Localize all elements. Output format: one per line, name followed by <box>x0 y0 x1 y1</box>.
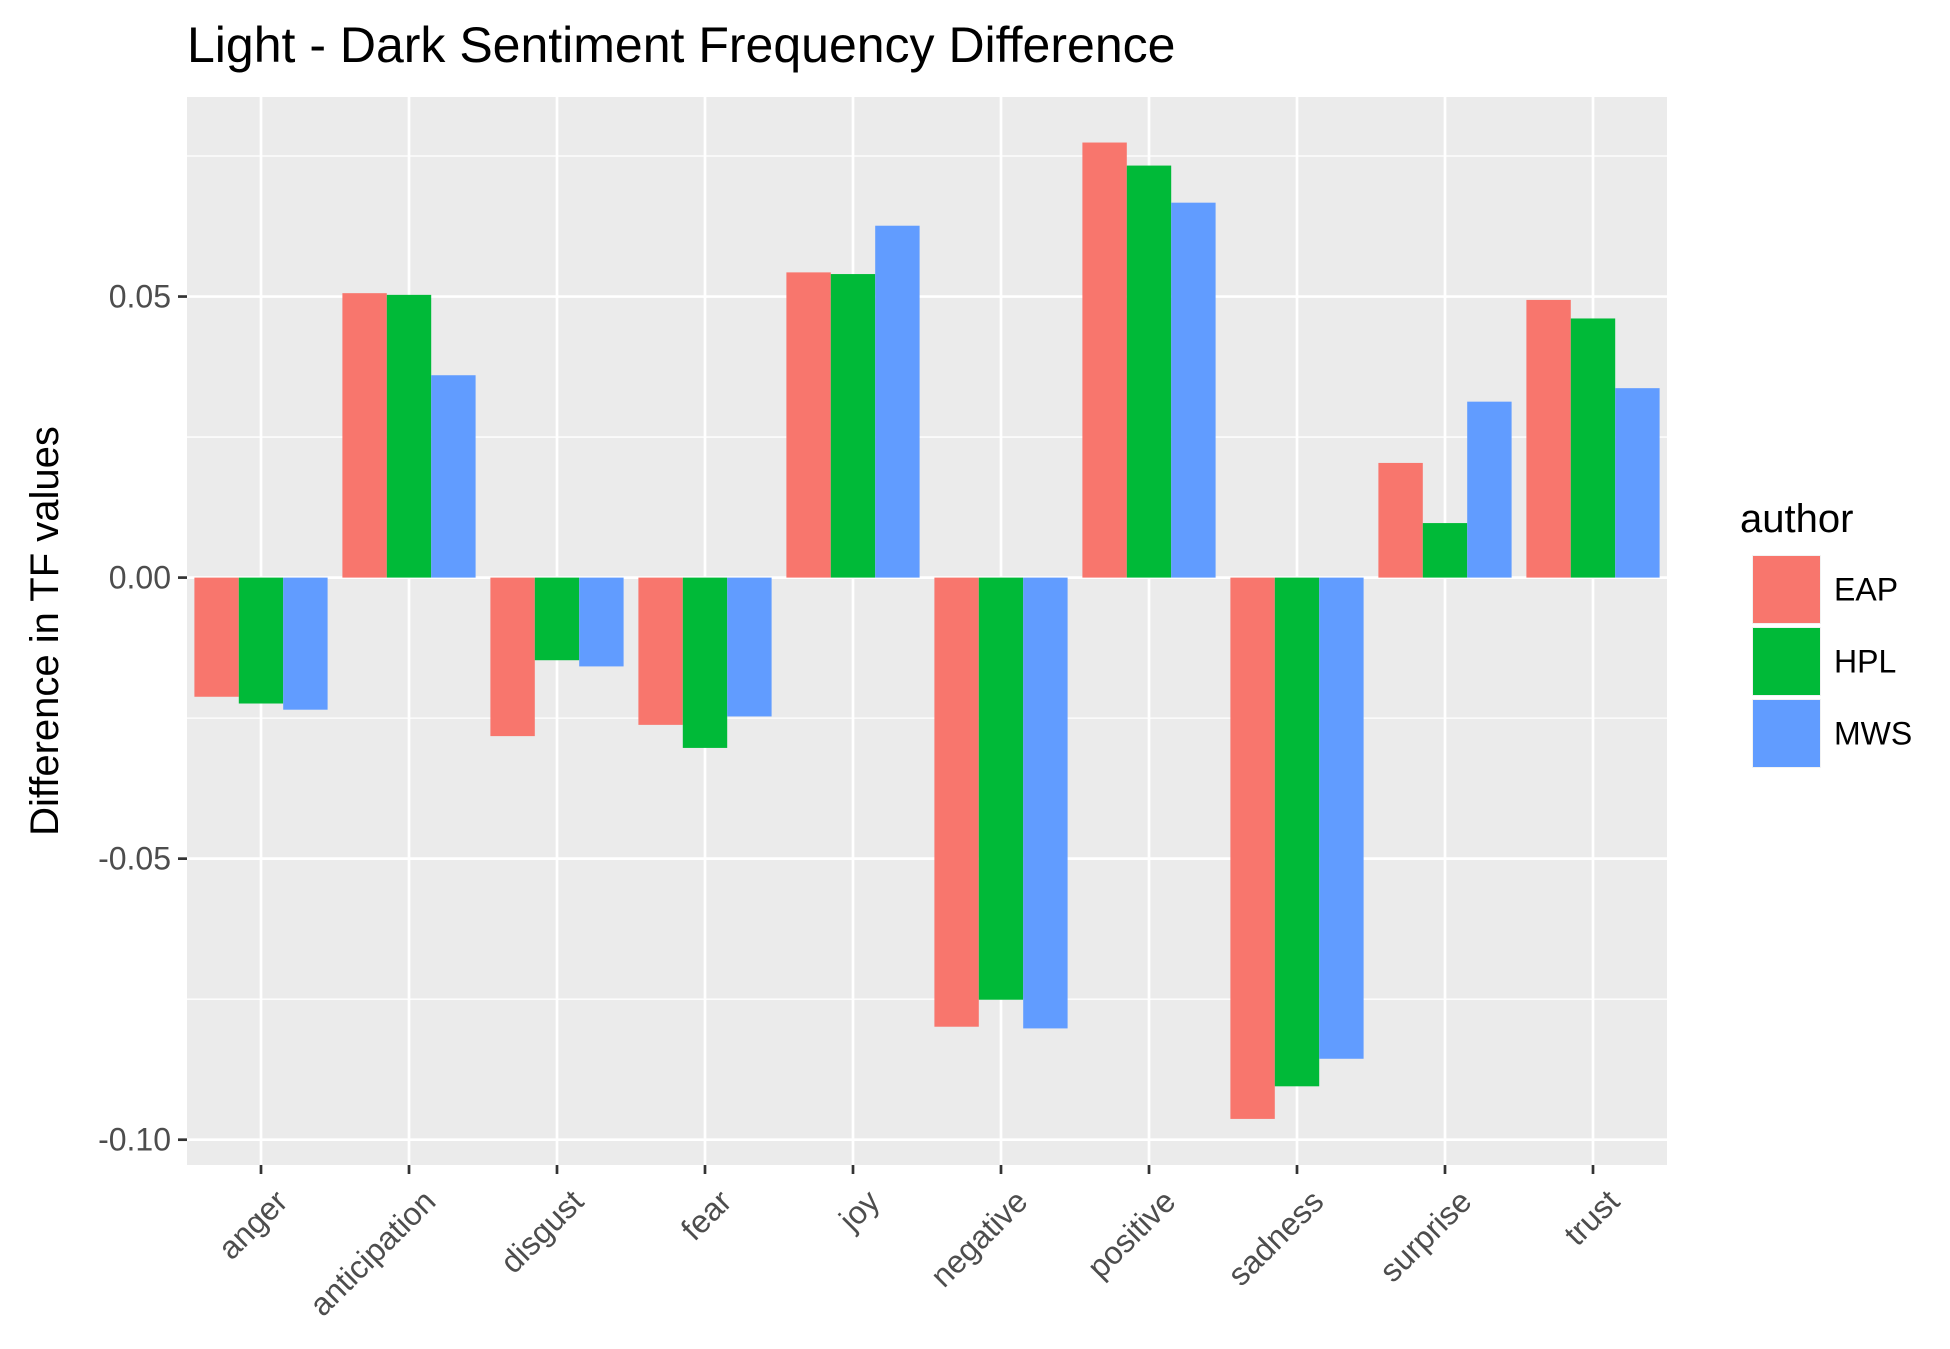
x-tick-label-negative: negative <box>923 1183 1034 1294</box>
bar-disgust-hpl <box>534 577 580 661</box>
legend: author EAP HPL MWS <box>1740 497 1912 768</box>
bar-surprise-mws <box>1467 401 1512 578</box>
bar-sadness-eap <box>1230 577 1275 1119</box>
bar-disgust-eap <box>490 577 535 737</box>
legend-label-hpl: HPL <box>1834 644 1896 680</box>
bar-trust-hpl <box>1570 318 1616 578</box>
bar-anger-mws <box>283 577 328 710</box>
y-tick-label: -0.05 <box>98 841 171 877</box>
bar-joy-mws <box>875 225 920 578</box>
bar-sadness-hpl <box>1274 577 1320 1087</box>
bar-anticipation-mws <box>431 375 476 578</box>
bar-trust-mws <box>1615 388 1660 578</box>
y-tick-label: 0.00 <box>109 560 171 596</box>
x-tick-label-anticipation: anticipation <box>302 1183 442 1323</box>
bar-negative-hpl <box>978 577 1024 1000</box>
bar-joy-eap <box>786 272 831 578</box>
legend-label-eap: EAP <box>1834 572 1898 608</box>
bar-negative-mws <box>1023 577 1068 1029</box>
bar-negative-eap <box>934 577 979 1027</box>
legend-key-eap <box>1753 556 1820 623</box>
plot-panel <box>187 97 1667 1165</box>
y-tick-label: 0.05 <box>109 279 171 315</box>
x-tick-label-sadness: sadness <box>1221 1183 1331 1293</box>
bar-anger-eap <box>194 577 239 697</box>
bar-fear-eap <box>638 577 683 725</box>
bars <box>194 142 1660 1119</box>
bar-surprise-hpl <box>1422 523 1468 578</box>
bar-anticipation-hpl <box>386 294 432 578</box>
x-tick-label-surprise: surprise <box>1372 1183 1478 1289</box>
x-tick-label-fear: fear <box>674 1183 739 1248</box>
y-axis: -0.10 -0.05 0.00 0.05 <box>98 279 187 1158</box>
bar-anger-hpl <box>238 577 284 704</box>
bar-positive-eap <box>1082 142 1127 578</box>
x-axis: anger anticipation disgust fear joy negative p… <box>211 1165 1626 1323</box>
x-tick-label-disgust: disgust <box>493 1183 590 1280</box>
legend-key-hpl <box>1753 628 1820 695</box>
y-axis-title: Difference in TF values <box>23 426 67 836</box>
bar-disgust-mws <box>579 577 624 667</box>
y-tick-label: -0.10 <box>98 1122 171 1158</box>
bar-sadness-mws <box>1319 577 1364 1059</box>
bar-fear-mws <box>727 577 772 717</box>
bar-fear-hpl <box>682 577 728 748</box>
x-tick-label-anger: anger <box>211 1183 295 1267</box>
bar-anticipation-eap <box>342 293 387 578</box>
bar-joy-hpl <box>830 274 876 578</box>
bar-surprise-eap <box>1378 462 1423 578</box>
x-tick-label-trust: trust <box>1557 1183 1627 1253</box>
bar-positive-mws <box>1171 202 1216 578</box>
x-tick-label-joy: joy <box>831 1183 886 1238</box>
bar-positive-hpl <box>1126 165 1172 578</box>
legend-label-mws: MWS <box>1834 716 1912 752</box>
legend-title: author <box>1740 497 1853 541</box>
x-tick-label-positive: positive <box>1080 1183 1182 1285</box>
bar-trust-eap <box>1526 299 1571 578</box>
chart-title: Light - Dark Sentiment Frequency Differe… <box>187 17 1175 73</box>
legend-key-mws <box>1753 700 1820 767</box>
